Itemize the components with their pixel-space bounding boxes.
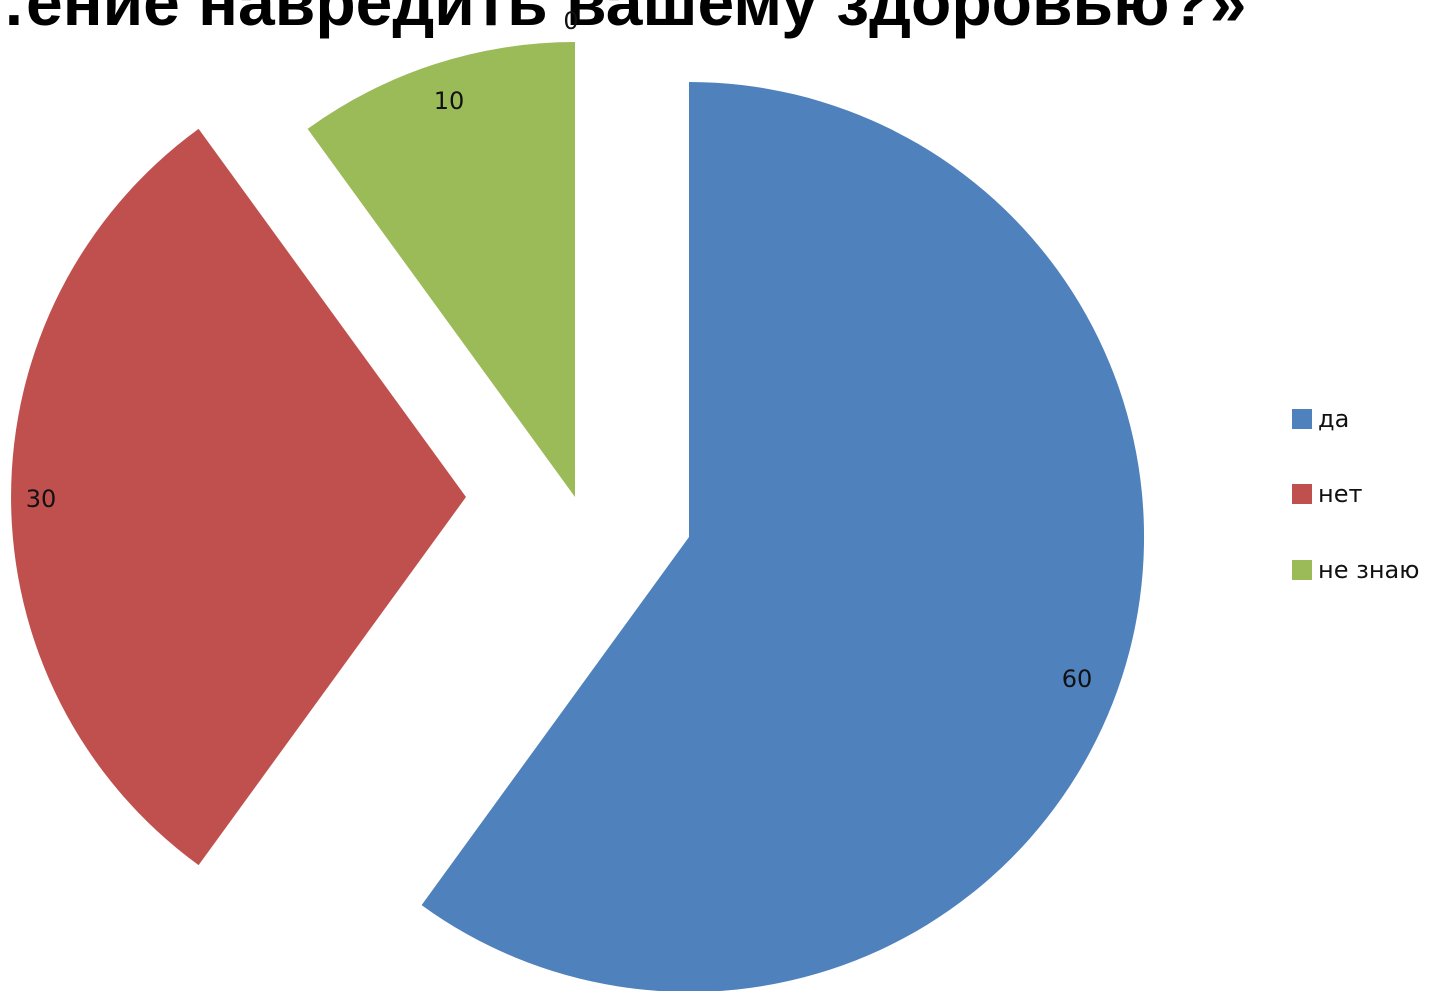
pie-data-labels: 60 30 10 0 [26,7,1093,693]
slice-net [11,128,467,866]
legend-swatch-ne-znayu [1292,560,1312,580]
slice-ne-znayu [307,42,575,497]
data-label-ne-znayu: 10 [434,87,465,115]
legend-label-ne-znayu: не знаю [1318,556,1420,584]
data-label-zero: 0 [563,7,578,35]
legend-item-ne-znayu: не знаю [1292,555,1419,585]
legend-label-da: да [1318,405,1350,433]
slice-da [421,82,1144,991]
legend-item-net: нет [1292,479,1362,509]
chart-title-wrap: …ение навредить вашему здоровью?» [0,0,1439,40]
data-label-net: 30 [26,485,57,513]
legend-swatch-da [1292,409,1312,429]
pie-slices [11,42,1144,991]
chart-title: …ение навредить вашему здоровью?» [0,0,1247,39]
legend-swatch-net [1292,484,1312,504]
legend-label-net: нет [1318,480,1363,508]
legend-item-da: да [1292,404,1349,434]
data-label-da: 60 [1062,665,1093,693]
